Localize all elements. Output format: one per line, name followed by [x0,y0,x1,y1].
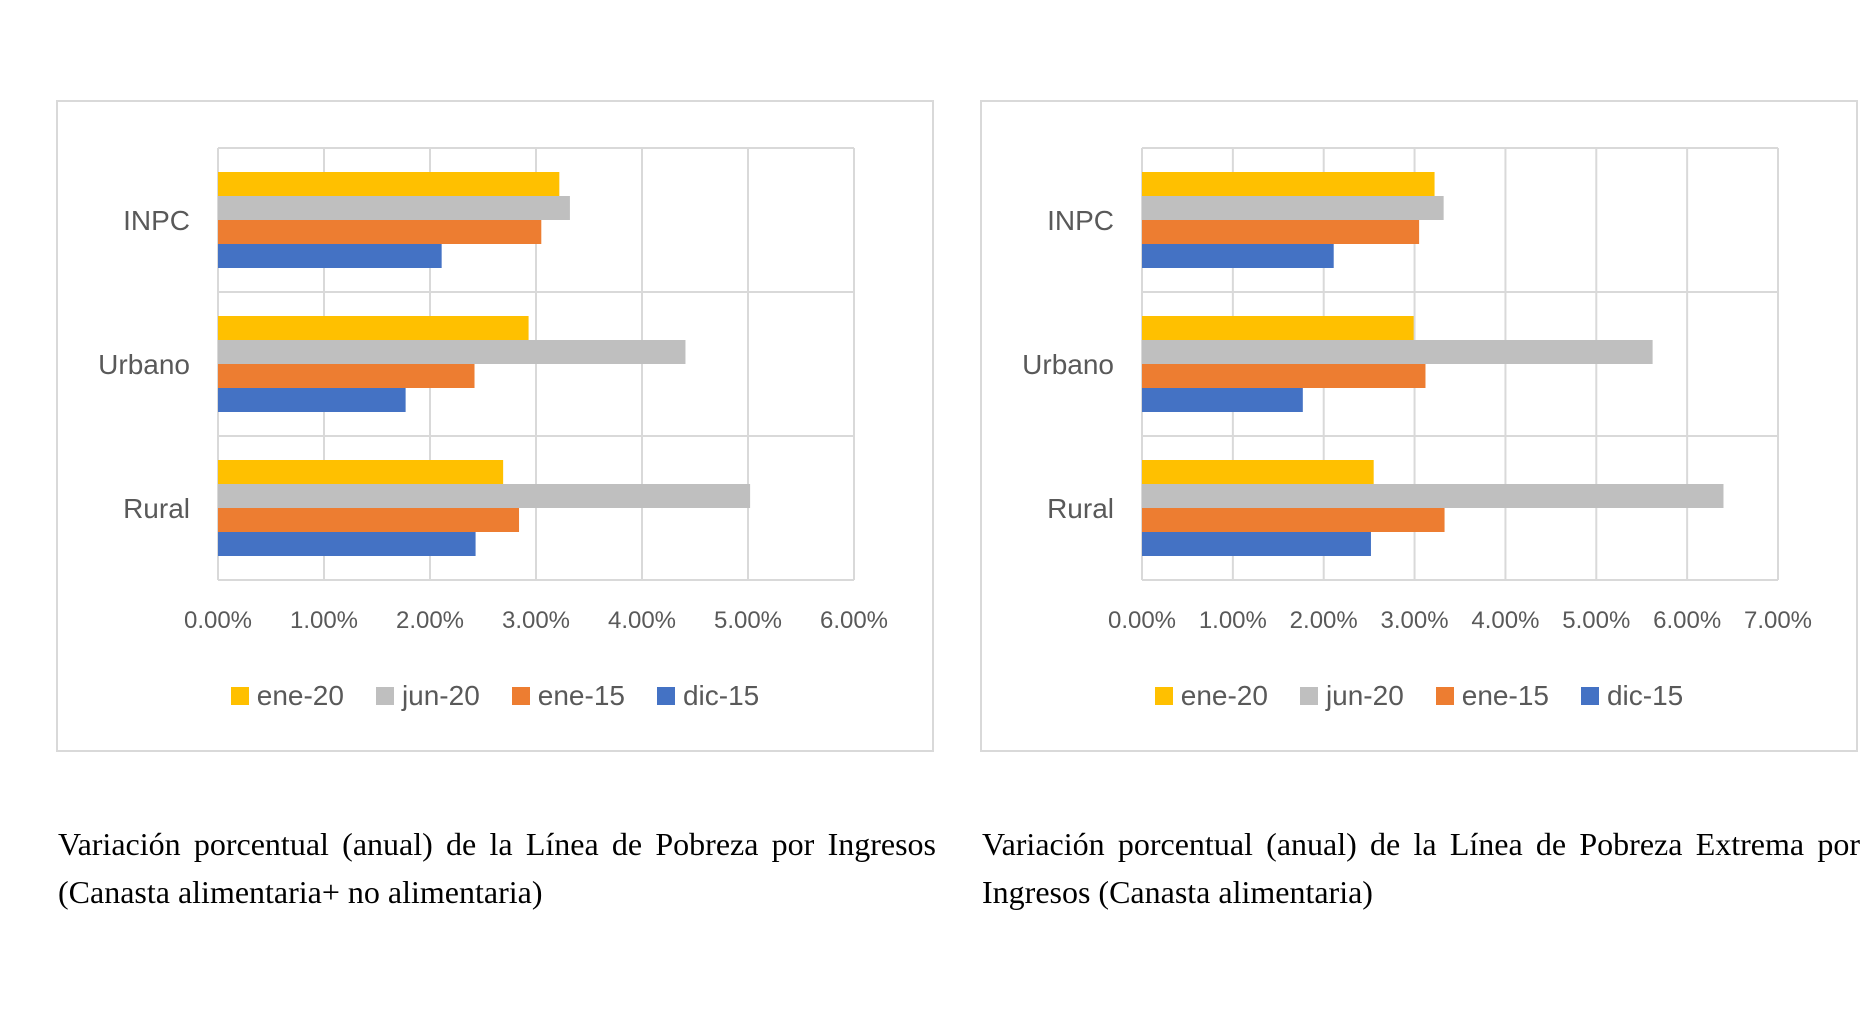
bar-rural-ene-15 [1142,508,1445,532]
legend-label: ene-15 [537,680,625,711]
bar-chart-left: INPC Urbano Rural 0.00% 1.00% 2.00% 3.00% 4.00%… [98,147,888,634]
bar-urbano-ene-20 [218,316,529,340]
bar-urbano-jun-20 [218,340,686,364]
caption-left: Variación porcentual (anual) de la Línea… [58,826,936,910]
bar-rural-ene-20 [1142,460,1374,484]
category-label: Rural [1047,493,1114,524]
x-tick-label: 1.00% [290,607,358,634]
x-tick-label: 4.00% [608,607,676,634]
x-tick-label: 4.00% [1471,607,1539,634]
legend-swatch [1435,687,1454,705]
category-label: INPC [1047,205,1114,236]
bar-chart-right: INPC Urbano Rural 0.00% 1.00% 2.00% 3.00% 4.00%… [1022,147,1812,634]
x-tick-label: 5.00% [714,607,782,634]
legend-item: ene-20 [230,680,344,712]
legend-right: ene-20 jun-20 ene-15 dic-15 [982,680,1856,712]
bar-inpc-ene-20 [218,172,560,196]
x-tick-label: 2.00% [396,607,464,634]
x-tick-label: 6.00% [820,607,888,634]
legend-swatch [1299,687,1318,705]
category-label: Rural [123,493,190,524]
legend-swatch [656,687,675,705]
chart-frame-left: INPC Urbano Rural 0.00% 1.00% 2.00% 3.00% 4.00%… [56,100,934,752]
legend-swatch [375,687,394,705]
legend-label: ene-20 [1180,680,1268,711]
legend-label: jun-20 [401,680,480,711]
bar-rural-jun-20 [1142,484,1724,508]
bar-urbano-jun-20 [1142,340,1653,364]
legend-label: ene-20 [256,680,344,711]
legend-swatch [230,687,249,705]
bar-urbano-ene-15 [1142,364,1426,388]
chart-frame-right: INPC Urbano Rural 0.00% 1.00% 2.00% 3.00% 4.00%… [980,100,1858,752]
bar-urbano-ene-20 [1142,316,1414,340]
bar-inpc-dic-15 [218,244,442,268]
category-label: Urbano [98,349,190,380]
x-tick-label: 0.00% [184,607,252,634]
x-tick-label: 0.00% [1108,607,1176,634]
bar-inpc-ene-15 [1142,220,1420,244]
legend-swatch [1580,687,1599,705]
legend-label: dic-15 [1606,680,1684,711]
bar-rural-ene-20 [218,460,504,484]
legend-swatch [511,687,530,705]
legend-item: jun-20 [375,680,480,712]
x-tick-label: 7.00% [1744,607,1812,634]
bar-rural-ene-15 [218,508,520,532]
x-tick-label: 3.00% [1381,607,1449,634]
legend-item: ene-15 [511,680,625,712]
bar-inpc-ene-20 [1142,172,1435,196]
bar-inpc-dic-15 [1142,244,1334,268]
legend-label: dic-15 [682,680,760,711]
x-tick-label: 6.00% [1653,607,1721,634]
bar-inpc-ene-15 [218,220,542,244]
bar-inpc-jun-20 [1142,196,1444,220]
bar-urbano-ene-15 [218,364,475,388]
legend-item: ene-15 [1435,680,1549,712]
legend-left: ene-20 jun-20 ene-15 dic-15 [58,680,932,712]
bar-rural-dic-15 [1142,532,1371,556]
legend-swatch [1154,687,1173,705]
x-tick-label: 1.00% [1199,607,1267,634]
x-tick-label: 2.00% [1290,607,1358,634]
x-tick-label: 3.00% [502,607,570,634]
bar-rural-dic-15 [218,532,476,556]
legend-item: dic-15 [656,680,760,712]
legend-item: dic-15 [1580,680,1684,712]
x-tick-label: 5.00% [1562,607,1630,634]
category-label: INPC [123,205,190,236]
bar-urbano-dic-15 [218,388,406,412]
legend-label: ene-15 [1461,680,1549,711]
legend-item: ene-20 [1154,680,1268,712]
bar-urbano-dic-15 [1142,388,1303,412]
bar-inpc-jun-20 [218,196,570,220]
legend-item: jun-20 [1299,680,1404,712]
caption-right: Variación porcentual (anual) de la Línea… [982,826,1860,910]
bar-rural-jun-20 [218,484,751,508]
category-label: Urbano [1022,349,1114,380]
legend-label: jun-20 [1325,680,1404,711]
